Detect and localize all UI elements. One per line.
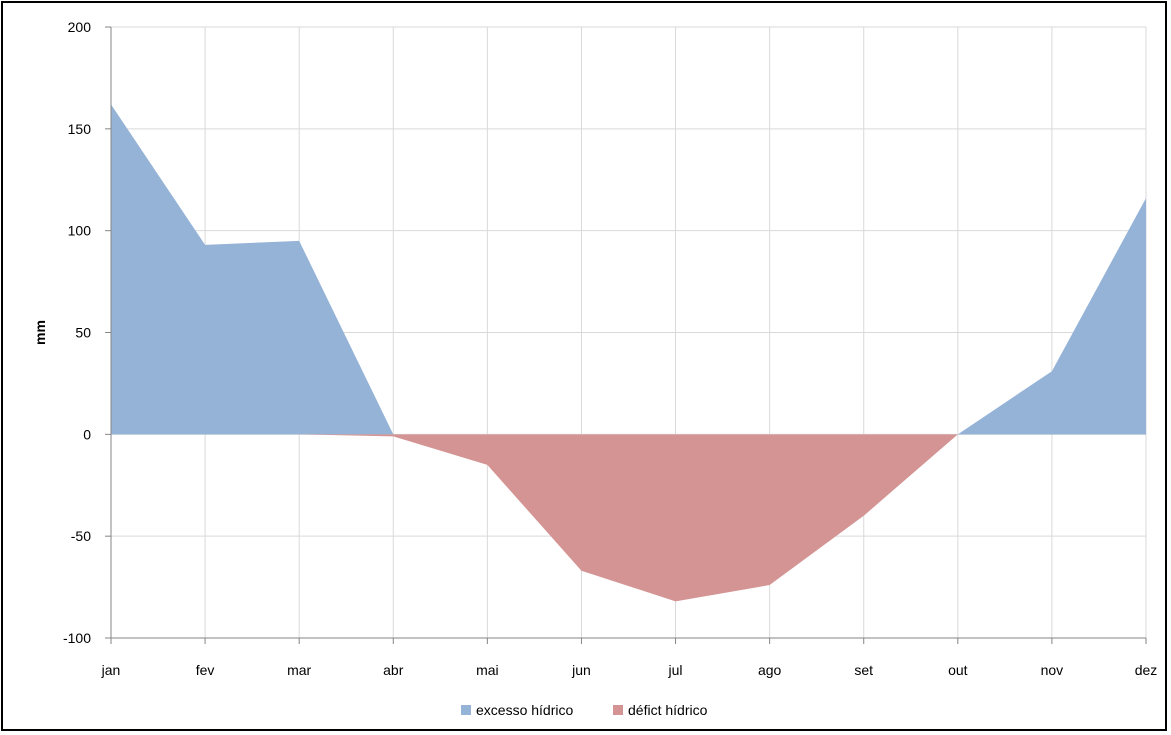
axes [105,26,1147,644]
x-tick-label: fev [196,662,215,678]
y-tick-label: -50 [71,528,91,544]
x-tick-label: dez [1135,662,1158,678]
legend-swatch-d-fict-h-drico [613,705,623,715]
x-tick-label: nov [1041,662,1064,678]
x-tick-label: jun [571,662,591,678]
tick-labels: 200 150 100 50 0 -50 -100 jan fev mar abr mai jun jul… [63,19,1157,678]
legend-label-excesso-h-drico: excesso hídrico [476,702,573,718]
x-tick-label: abr [383,662,404,678]
y-tick-label: 150 [68,121,92,137]
series-areas [111,104,1146,602]
legend-swatch-excesso-h-drico [461,705,471,715]
legend-label-d-fict-h-drico: défict hídrico [628,702,708,718]
x-tick-label: ago [758,662,782,678]
x-tick-label: jan [101,662,121,678]
x-tick-label: mar [287,662,311,678]
x-tick-label: mai [476,662,499,678]
x-tick-label: jul [668,662,683,678]
x-tick-label: out [948,662,968,678]
x-tick-label: set [854,662,873,678]
y-axis-title: mm [32,320,48,345]
y-tick-label: 200 [68,19,92,35]
y-tick-label: -100 [63,630,91,646]
area-excesso-h-drico [111,104,1146,435]
y-tick-label: 100 [68,223,92,239]
y-tick-label: 0 [83,426,91,442]
legend: excesso hídrico défict hídrico [461,702,708,718]
y-tick-label: 50 [75,325,91,341]
area-d-fict-h-drico [111,434,1146,602]
